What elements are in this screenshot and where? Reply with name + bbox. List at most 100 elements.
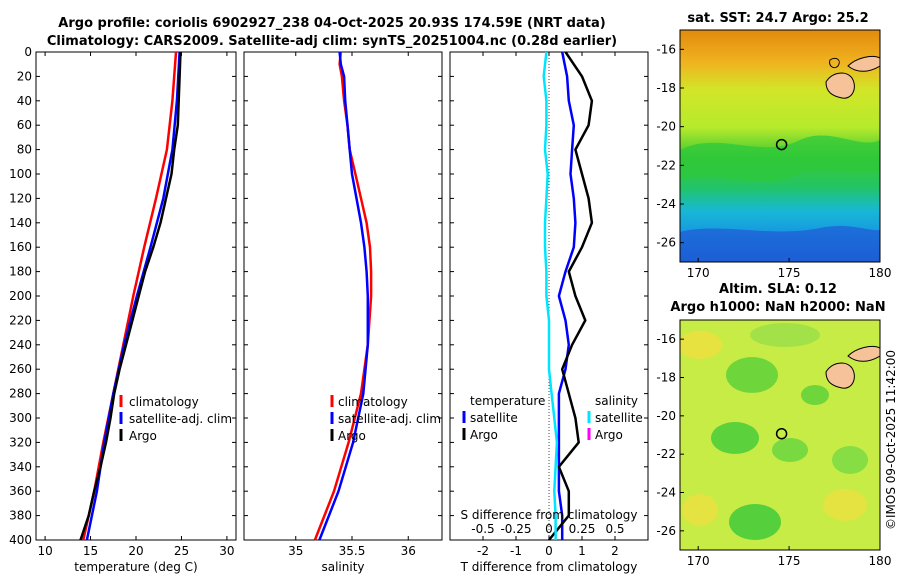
sla-high-patch — [680, 331, 722, 359]
x2-tick-label: 0.5 — [605, 522, 624, 536]
y-tick-label: 260 — [9, 362, 32, 376]
difference-xlabel: T difference from climatology — [460, 560, 638, 574]
map-x-tick-label: 170 — [687, 266, 710, 280]
legend-climatology-label: climatology — [338, 395, 408, 409]
map-y-tick-label: -22 — [656, 447, 676, 461]
series-line-satellite-adj-clim — [318, 51, 370, 541]
y-tick-label: 400 — [9, 533, 32, 547]
sla-low-patch — [832, 446, 868, 474]
x2-tick-label: 0 — [545, 522, 553, 536]
map-x-tick-label: 175 — [778, 266, 801, 280]
fiji-island — [825, 72, 855, 99]
y-tick-label: 140 — [9, 216, 32, 230]
x-tick-label: 10 — [37, 544, 52, 558]
sla-map-title-line2: Argo h1000: NaN h2000: NaN — [670, 300, 885, 315]
y-tick-label: 120 — [9, 191, 32, 205]
temperature-xlabel: temperature (deg C) — [74, 560, 197, 574]
y-tick-label: 300 — [9, 411, 32, 425]
x-tick-label: 0 — [545, 544, 553, 558]
y-tick-label: 80 — [17, 143, 32, 157]
salinity-xlabel: salinity — [321, 560, 364, 574]
sla-low-patch — [726, 357, 778, 393]
fiji-island — [847, 55, 880, 72]
map-y-tick-label: -26 — [656, 524, 676, 538]
x2-tick-label: 0.25 — [569, 522, 596, 536]
salinity-panel: 35 35.5 36 salinity climatology satellite-… — [243, 51, 443, 574]
map-y-tick-label: -20 — [656, 120, 676, 134]
x-tick-label: 25 — [174, 544, 189, 558]
legend-t-satellite-label: satellite — [470, 411, 518, 425]
y-tick-label: 380 — [9, 509, 32, 523]
profile-location-marker — [775, 427, 788, 440]
temperature-legend: climatology satellite-adj. clim Argo — [119, 395, 232, 443]
sla-map-frame — [679, 319, 881, 551]
y-tick-label: 240 — [9, 338, 32, 352]
x2-tick-label: -0.5 — [471, 522, 494, 536]
y-tick-label: 280 — [9, 387, 32, 401]
series-line-climatology — [313, 51, 373, 541]
salinity-legend: climatology satellite-adj. clim Argo — [330, 395, 441, 443]
y-tick-label: 40 — [17, 94, 32, 108]
sst-map-title: sat. SST: 24.7 Argo: 25.2 — [687, 11, 868, 26]
map-y-tick-label: -24 — [656, 197, 676, 211]
map-x-tick-label: 175 — [778, 554, 801, 568]
sla-low-patch — [772, 438, 808, 462]
sla-map-title-line1: Altim. SLA: 0.12 — [719, 282, 837, 297]
series-line-argo — [79, 51, 182, 541]
legend-s-satellite-label: satellite — [595, 411, 643, 425]
legend-satellite-label: satellite-adj. clim — [129, 412, 232, 426]
y-tick-label: 360 — [9, 484, 32, 498]
y-tick-label: 0 — [24, 45, 32, 59]
map-y-tick-label: -18 — [656, 371, 676, 385]
fiji-island — [825, 362, 855, 389]
map-y-tick-label: -18 — [656, 81, 676, 95]
y-tick-label: 180 — [9, 265, 32, 279]
map-y-tick-label: -16 — [656, 332, 676, 346]
sla-map: Altim. SLA: 0.12 Argo h1000: NaN h2000: … — [656, 282, 891, 568]
map-y-tick-label: -24 — [656, 486, 676, 500]
map-x-tick-label: 170 — [687, 554, 710, 568]
x-tick-label: -1 — [510, 544, 522, 558]
x-tick-label: 35.5 — [339, 544, 366, 558]
legend-t-argo-label: Argo — [470, 428, 498, 442]
sla-low-patch — [729, 504, 781, 540]
series-line-t-argo — [548, 51, 594, 541]
temperature-legend: temperature satellite Argo — [462, 394, 545, 442]
sla-low-patch — [711, 422, 759, 454]
sst-cold-region — [680, 226, 880, 262]
y-tick-label: 220 — [9, 313, 32, 327]
map-y-tick-label: -26 — [656, 236, 676, 250]
y-tick-label: 20 — [17, 69, 32, 83]
figure-title-line2: Climatology: CARS2009. Satellite-adj cli… — [47, 34, 617, 49]
credit-text: ©IMOS 09-Oct-2025 11:42:00 — [884, 350, 898, 530]
map-y-tick-label: -22 — [656, 158, 676, 172]
series-line-t-satellite — [557, 51, 577, 540]
y-tick-label: 200 — [9, 289, 32, 303]
y-tick-label: 340 — [9, 460, 32, 474]
series-line-s-satellite — [542, 51, 559, 540]
legend-s-argo-label: Argo — [595, 428, 623, 442]
sla-low-patch — [801, 385, 829, 405]
salinity-legend: salinity satellite Argo — [587, 394, 643, 442]
island-outline — [829, 57, 840, 69]
difference-xlabel2: S difference from climatology — [461, 508, 638, 522]
legend-salinity-title: salinity — [595, 394, 638, 408]
y-tick-label: 320 — [9, 435, 32, 449]
x-tick-label: 20 — [128, 544, 143, 558]
figure-title-line1: Argo profile: coriolis 6902927_238 04-Oc… — [58, 16, 605, 31]
sla-patch — [750, 323, 820, 347]
x-tick-label: 1 — [578, 544, 586, 558]
sst-map: sat. SST: 24.7 Argo: 25.2 170 175 180 -16 -1… — [656, 11, 891, 280]
sst-map-frame — [679, 29, 881, 263]
y-tick-label: 160 — [9, 240, 32, 254]
x-tick-label: 35 — [288, 544, 303, 558]
x2-tick-label: -0.25 — [500, 522, 531, 536]
x-tick-label: 30 — [219, 544, 234, 558]
x-tick-label: 36 — [401, 544, 416, 558]
temperature-panel: 0 20 40 60 80 100 120 140 160 180 200 220 240 260 280 3… — [9, 45, 237, 574]
legend-argo-label: Argo — [338, 429, 366, 443]
y-tick-label: 60 — [17, 118, 32, 132]
map-x-tick-label: 180 — [869, 554, 892, 568]
difference-panel: -2 -1 0 1 2 -0.5 -0.25 0 0.25 0.5 T difference fr… — [449, 51, 649, 574]
